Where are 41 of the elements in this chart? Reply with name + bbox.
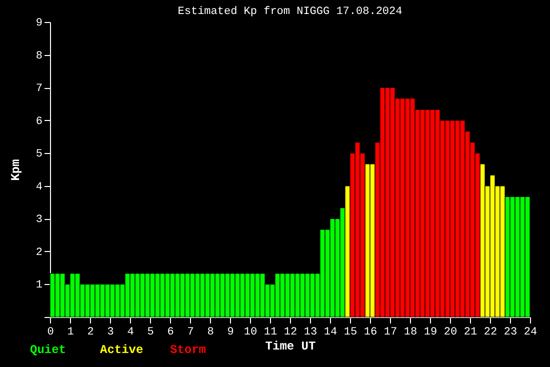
y-tick-label: 8: [36, 50, 42, 62]
x-tick-label: 14: [324, 326, 338, 338]
bar: [50, 273, 56, 318]
y-tick-label: 9: [36, 18, 42, 30]
y-tick-label: 5: [36, 148, 42, 161]
y-axis-title: Kpm: [8, 159, 23, 181]
x-tick-label: 18: [404, 326, 418, 338]
x-tick-label: 8: [207, 326, 214, 338]
y-tick-label: 6: [36, 116, 42, 128]
text: Storm: [170, 343, 206, 357]
x-tick-label: 1: [67, 326, 74, 338]
y-tick-label: 3: [36, 214, 42, 226]
x-tick-label: 2: [87, 326, 94, 338]
y-tick-label: 1: [36, 280, 43, 292]
x-tick-label: 20: [444, 326, 458, 338]
x-tick-label: 23: [504, 326, 518, 338]
x-tick-label: 5: [147, 326, 154, 338]
x-tick-label: 24: [524, 326, 538, 338]
x-tick-label: 4: [127, 326, 134, 338]
x-tick-label: 15: [344, 326, 358, 338]
y-tick-label: 4: [36, 181, 43, 194]
y-tick-label: 7: [36, 83, 42, 96]
x-tick-label: 10: [244, 326, 258, 338]
x-tick-label: 16: [364, 326, 378, 338]
x-tick-label: 0: [47, 326, 54, 338]
x-tick-label: 7: [187, 326, 194, 338]
x-tick-label: 12: [284, 326, 298, 338]
text: Active: [100, 343, 144, 357]
x-tick-label: 6: [167, 326, 174, 338]
x-tick-label: 9: [227, 326, 234, 338]
x-tick-label: 19: [424, 326, 438, 338]
x-tick-label: 3: [107, 326, 114, 338]
x-tick-label: 22: [484, 326, 498, 338]
y-tick-label: 2: [36, 246, 42, 259]
x-tick-label: 13: [304, 326, 318, 338]
text: Quiet: [30, 343, 66, 357]
x-tick-label: 17: [384, 326, 398, 338]
x-tick-label: 21: [464, 326, 478, 338]
chart-title: Estimated Kp from NIGGG 17.08.2024: [178, 6, 403, 18]
x-axis-title: Time UT: [265, 340, 316, 354]
x-tick-label: 11: [264, 326, 278, 338]
